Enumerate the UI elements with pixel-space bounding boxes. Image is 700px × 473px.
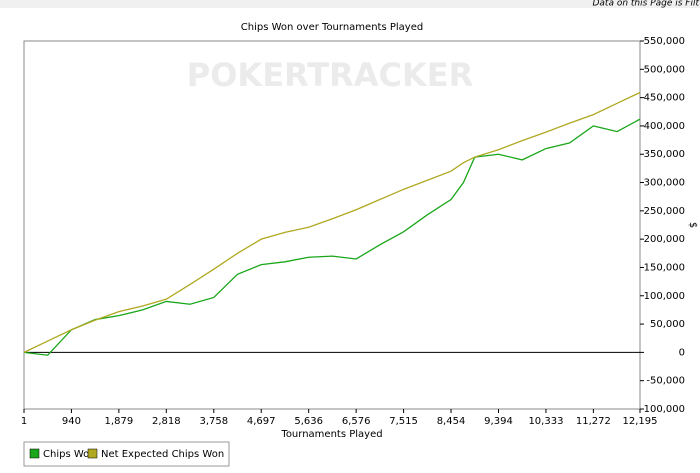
y-tick-label: 500,000 (644, 64, 685, 75)
y-tick-label: 300,000 (644, 178, 685, 189)
x-tick-label: 10,333 (528, 416, 563, 427)
y-tick-label: 100,000 (644, 291, 685, 302)
x-tick-label: 2,818 (152, 416, 181, 427)
y-tick-label: 0 (679, 347, 685, 358)
x-tick-label: 1 (21, 416, 27, 427)
x-tick-label: 9,394 (484, 416, 513, 427)
x-axis-label: Tournaments Played (280, 429, 382, 440)
y-tick-label: 400,000 (644, 121, 685, 132)
plot-frame (23, 40, 641, 410)
legend-label: Net Expected Chips Won (101, 449, 224, 460)
x-tick-label: 5,636 (294, 416, 323, 427)
header-bar (0, 0, 700, 8)
y-tick-label: 200,000 (644, 234, 685, 245)
x-tick-label: 11,272 (576, 416, 611, 427)
x-tick-label: 3,758 (199, 416, 228, 427)
y-tick-label: -50,000 (646, 376, 685, 387)
y-tick-label: 250,000 (644, 206, 685, 217)
x-tick-label: 7,515 (389, 416, 418, 427)
y-tick-label: -100,000 (640, 404, 685, 415)
series-line (23, 118, 641, 356)
chart-title: Chips Won over Tournaments Played (241, 22, 423, 33)
y-tick-label: 550,000 (644, 36, 685, 47)
y-tick-label: 450,000 (644, 93, 685, 104)
x-tick-label: 940 (62, 416, 81, 427)
series-line (23, 91, 641, 353)
y-tick-label: 350,000 (644, 149, 685, 160)
y-axis-label: $ (687, 222, 698, 228)
x-tick-label: 4,697 (247, 416, 276, 427)
x-tick-label: 12,195 (623, 416, 658, 427)
legend-swatch (87, 448, 98, 459)
x-tick-label: 1,879 (105, 416, 134, 427)
x-tick-label: 8,454 (437, 416, 466, 427)
y-tick-label: 50,000 (650, 319, 685, 330)
x-tick-label: 6,576 (342, 416, 371, 427)
legend-label: Chips Won (43, 449, 96, 460)
legend-swatch (29, 448, 40, 459)
y-tick-label: 150,000 (644, 262, 685, 273)
legend (23, 441, 230, 467)
watermark: POKERTRACKER (187, 56, 474, 94)
header-note: Data on this Page is Filt (592, 0, 699, 9)
